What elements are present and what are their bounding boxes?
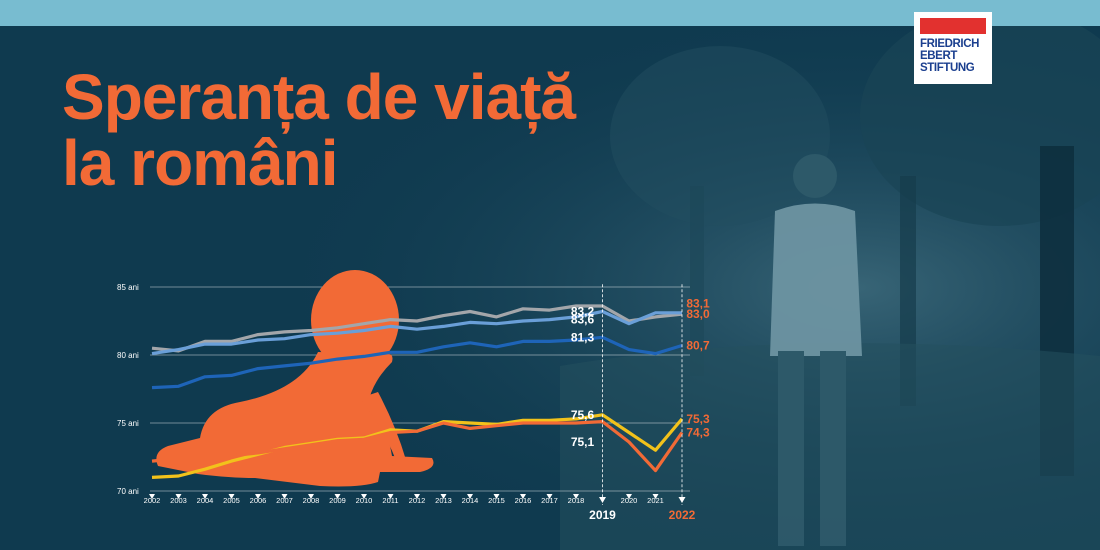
x-tick-marker bbox=[652, 494, 659, 499]
x-tick-marker bbox=[520, 494, 526, 499]
x-tick-label: 2009 bbox=[329, 496, 346, 505]
title-line: Speranța de viață bbox=[62, 61, 576, 133]
x-tick-label: 2010 bbox=[356, 496, 373, 505]
data-label-2019: 81,3 bbox=[571, 330, 595, 344]
year-marker-arrow bbox=[599, 497, 606, 503]
x-axis: 2002 2003 2004 2005 2006 2007 2008 2009 2010 2011… bbox=[144, 284, 696, 522]
y-tick-label: 70 ani bbox=[117, 487, 139, 496]
tree-trunk bbox=[690, 186, 704, 376]
x-tick-marker bbox=[467, 494, 473, 499]
x-tick-label: 2006 bbox=[250, 496, 267, 505]
series-line bbox=[151, 420, 684, 473]
y-tick-label: 75 ani bbox=[117, 419, 139, 428]
logo-red-bar bbox=[920, 18, 986, 34]
x-tick-marker bbox=[361, 494, 367, 499]
y-axis-labels: 70 ani 75 ani 80 ani 85 ani bbox=[117, 283, 139, 496]
x-tick-label-highlight: 2019 bbox=[589, 508, 616, 522]
x-tick-marker bbox=[149, 494, 155, 499]
y-tick-label: 80 ani bbox=[117, 351, 139, 360]
x-tick-marker bbox=[546, 494, 553, 499]
x-tick-marker bbox=[255, 494, 261, 499]
x-tick-marker bbox=[308, 494, 314, 499]
x-tick-marker bbox=[493, 494, 500, 499]
data-label-2019: 83,6 bbox=[571, 313, 595, 327]
data-label-2022: 80,7 bbox=[686, 338, 710, 352]
x-tick-label: 2003 bbox=[170, 496, 187, 505]
x-tick-label-highlight: 2022 bbox=[669, 508, 696, 522]
data-label-2022: 83,0 bbox=[686, 307, 710, 321]
x-tick-label: 2021 bbox=[647, 496, 664, 505]
x-tick-marker bbox=[440, 494, 447, 499]
logo-text: STIFTUNG bbox=[920, 62, 975, 74]
x-tick-marker bbox=[202, 494, 208, 499]
year-marker-arrow bbox=[678, 497, 686, 503]
series-line bbox=[151, 304, 683, 353]
x-tick-label: 2013 bbox=[435, 496, 452, 505]
x-tick-label: 2011 bbox=[382, 496, 398, 505]
x-tick-label: 2014 bbox=[462, 496, 479, 505]
tree-foliage bbox=[610, 46, 830, 226]
baby-silhouette bbox=[156, 270, 434, 487]
x-tick-marker bbox=[228, 494, 235, 499]
x-tick-label: 2007 bbox=[276, 496, 293, 505]
x-tick-label: 2012 bbox=[409, 496, 426, 505]
y-tick-label: 85 ani bbox=[117, 283, 139, 292]
x-tick-label: 2020 bbox=[621, 496, 638, 505]
x-tick-label: 2004 bbox=[197, 496, 214, 505]
data-label-2019: 83,2 bbox=[571, 304, 595, 318]
x-tick-marker bbox=[626, 494, 632, 499]
x-tick-label: 2016 bbox=[515, 496, 532, 505]
page-title: Speranța de viață la români bbox=[62, 61, 576, 199]
data-label-2022: 75,3 bbox=[686, 412, 710, 426]
x-tick-label: 2005 bbox=[223, 496, 240, 505]
x-tick-marker bbox=[387, 494, 394, 499]
data-label-2019: 75,1 bbox=[571, 435, 595, 449]
x-tick-label: 2002 bbox=[144, 496, 161, 505]
data-label-2022: 74,3 bbox=[686, 426, 710, 440]
x-tick-marker bbox=[414, 494, 420, 499]
logo-text: FRIEDRICH bbox=[920, 38, 980, 50]
walking-person bbox=[770, 154, 862, 546]
value-annotations: 83,283,6 81,3 75,6 75,1 83,183,0 80,7 75,374,3 bbox=[571, 296, 710, 449]
x-tick-marker bbox=[175, 494, 182, 499]
title-line: la români bbox=[62, 127, 339, 199]
x-tick-label: 2015 bbox=[488, 496, 505, 505]
series-line bbox=[151, 335, 683, 390]
fes-logo: FRIEDRICH EBERT STIFTUNG bbox=[914, 12, 992, 84]
x-tick-marker bbox=[573, 494, 579, 499]
data-label-2019: 75,6 bbox=[571, 408, 595, 422]
x-tick-label: 2017 bbox=[541, 496, 558, 505]
x-tick-marker bbox=[281, 494, 288, 499]
x-tick-label: 2018 bbox=[568, 496, 585, 505]
x-tick-label: 2008 bbox=[303, 496, 320, 505]
x-tick-marker bbox=[334, 494, 341, 499]
data-label-2022: 83,1 bbox=[686, 296, 710, 310]
logo-text: EBERT bbox=[920, 50, 957, 62]
series-lines bbox=[151, 304, 684, 479]
series-line bbox=[151, 309, 682, 356]
